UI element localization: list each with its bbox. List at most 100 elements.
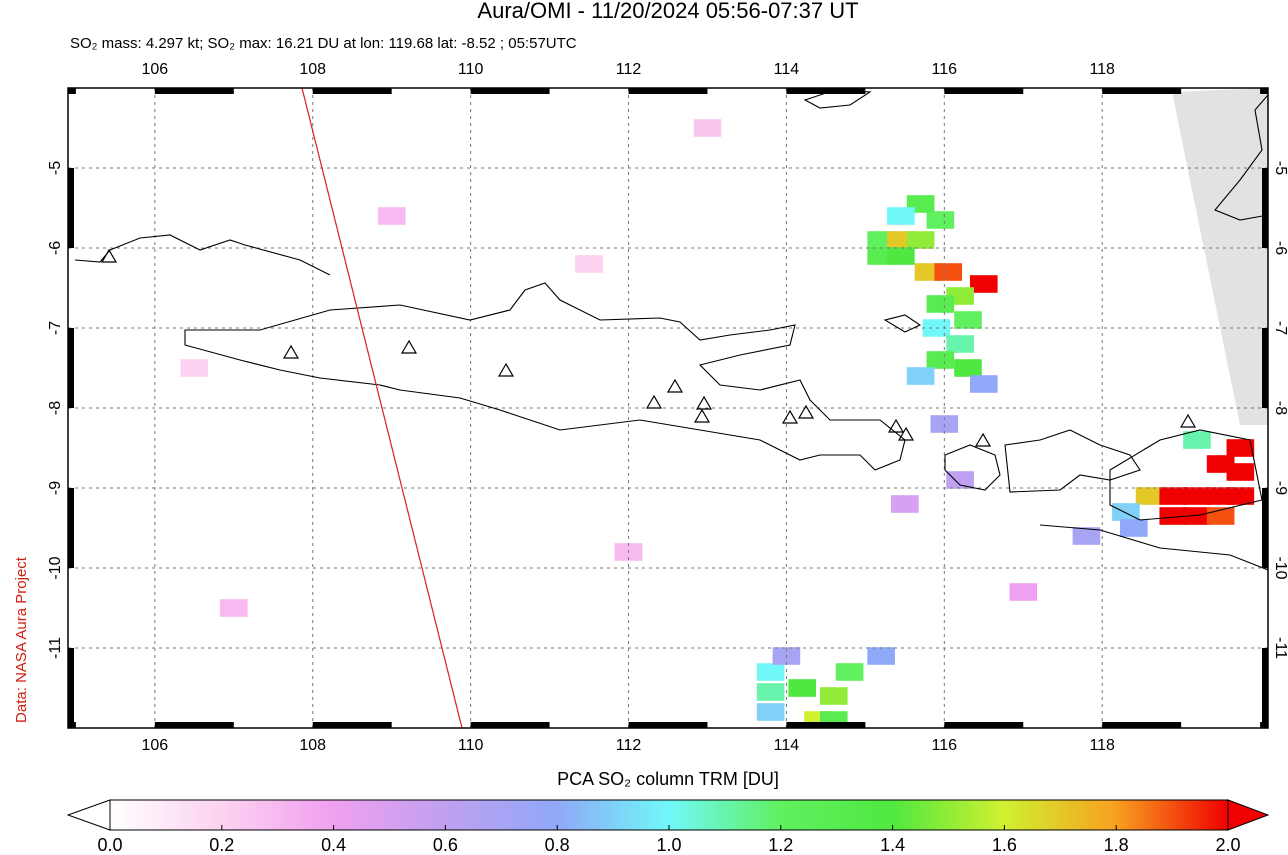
x-tick-label: 114 <box>774 737 800 754</box>
so2-cell <box>756 663 785 681</box>
frame-bar <box>68 648 74 728</box>
so2-cell <box>1183 431 1211 449</box>
so2-cell <box>1135 487 1164 505</box>
colorbar-arrow-low <box>66 799 111 831</box>
so2-cell <box>1226 487 1255 505</box>
so2-cell <box>788 679 817 697</box>
colorbar-tick-label: 0.4 <box>321 835 346 855</box>
so2-cell <box>575 255 603 273</box>
so2-cell <box>946 335 974 353</box>
so2-cell <box>1183 487 1211 505</box>
so2-cell <box>969 275 998 293</box>
so2-cell <box>835 663 864 681</box>
map-frame <box>67 87 1269 729</box>
so2-cell <box>954 359 982 377</box>
frame-bar <box>1260 88 1268 94</box>
y-tick-label: -10 <box>1272 556 1288 579</box>
so2-cell <box>934 263 963 281</box>
so2-cell <box>756 683 785 701</box>
volcanoes <box>100 248 1197 447</box>
x-tick-label: 118 <box>1089 737 1115 754</box>
y-tick-label: -10 <box>47 556 64 579</box>
colorbar-tick-label: 1.8 <box>1104 835 1129 855</box>
grid <box>68 88 1268 728</box>
frame-bar <box>154 88 234 94</box>
so2-cell <box>1119 519 1148 537</box>
so2-cell <box>693 119 722 137</box>
so2-cell <box>1226 439 1255 457</box>
x-tick-label: 106 <box>141 61 168 78</box>
frame-bar <box>312 722 392 728</box>
so2-cell <box>867 647 895 665</box>
so2-cell <box>219 599 248 617</box>
swath-edge <box>301 87 463 729</box>
x-tick-label: 112 <box>616 61 642 78</box>
frame-bar <box>628 88 708 94</box>
so2-cell <box>926 211 955 229</box>
y-tick-label: -11 <box>47 637 64 659</box>
so2-cell <box>969 375 998 393</box>
x-tick-label: 108 <box>299 61 326 78</box>
so2-cell <box>954 311 982 329</box>
frame-bar <box>1262 648 1268 728</box>
y-tick-label: -9 <box>1272 481 1288 495</box>
y-tick-label: -8 <box>47 401 64 415</box>
colorbar-tick-label: 0.8 <box>545 835 570 855</box>
frame-bar <box>628 722 708 728</box>
colorbar-tick-label: 0.0 <box>97 835 122 855</box>
colorbar-tick-label: 2.0 <box>1215 835 1240 855</box>
colorbar-tick-label: 0.6 <box>433 835 458 855</box>
frame-bar <box>944 722 1024 728</box>
so2-cell <box>1072 527 1101 545</box>
frame-bar <box>1102 88 1182 94</box>
y-tick-label: -5 <box>47 161 64 175</box>
so2-cell <box>756 703 785 721</box>
so2-cell <box>887 247 915 265</box>
y-tick-label: -6 <box>1272 241 1288 255</box>
map-background <box>68 88 1268 728</box>
so2-cell <box>819 687 848 705</box>
so2-cell <box>926 351 955 369</box>
y-tick-label: -8 <box>1272 401 1288 415</box>
frame-bar <box>1262 168 1268 248</box>
x-tick-label: 106 <box>141 737 168 754</box>
frame-bar <box>68 88 76 94</box>
frame-bar <box>944 88 1024 94</box>
so2-cell <box>1159 487 1188 505</box>
so2-cell <box>926 295 955 313</box>
frame-bar <box>786 722 866 728</box>
so2-cell <box>180 359 209 377</box>
y-tick-label: -7 <box>1272 321 1288 335</box>
colorbar-tick-label: 1.2 <box>768 835 793 855</box>
frame-bar <box>1262 488 1268 568</box>
frame-border <box>67 87 1269 729</box>
so2-cell <box>891 495 919 513</box>
frame-bar <box>786 88 866 94</box>
colorbar-label: PCA SO₂ column TRM [DU] <box>557 769 779 789</box>
frame-bar <box>68 168 74 248</box>
no-data-region <box>1172 88 1268 425</box>
x-tick-label: 116 <box>932 61 958 78</box>
colorbar-tick-label: 1.0 <box>656 835 681 855</box>
subtitle: SO₂ mass: 4.297 kt; SO₂ max: 16.21 DU at… <box>70 35 577 52</box>
credit: Data: NASA Aura Project <box>13 556 30 723</box>
x-tick-label: 110 <box>458 61 484 78</box>
y-tick-label: -6 <box>47 241 64 255</box>
y-tick-label: -5 <box>1272 161 1288 175</box>
so2-cell <box>887 207 915 225</box>
frame-bar <box>1102 722 1182 728</box>
frame-bar <box>312 88 392 94</box>
coastlines <box>74 89 1268 571</box>
frame-bar <box>154 722 234 728</box>
y-tick-label: -11 <box>1272 637 1288 659</box>
so2-cell <box>377 207 406 225</box>
colorbar: 0.0 0.2 0.4 0.6 0.8 1.0 1.2 1.4 1.6 1.8 2.0 <box>66 799 1270 855</box>
frame-bar <box>1262 328 1268 408</box>
x-tick-label: 118 <box>1089 61 1115 78</box>
so2-cells <box>180 119 1255 728</box>
frame-bar <box>68 488 74 568</box>
x-tick-label: 114 <box>774 61 800 78</box>
so2-cell <box>906 367 935 385</box>
colorbar-tick-label: 1.4 <box>880 835 905 855</box>
